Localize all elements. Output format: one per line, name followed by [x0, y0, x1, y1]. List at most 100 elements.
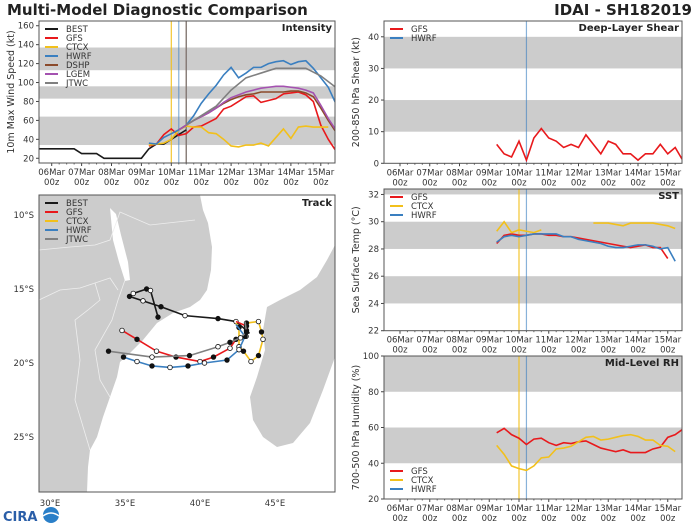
figure-title: Multi-Model Diagnostic Comparison	[7, 1, 308, 19]
track-point-ctcx	[255, 318, 262, 325]
x-tick-label-hour: 00z	[452, 178, 468, 188]
track-point-jtwc	[227, 339, 233, 345]
y-tick-label: 80	[23, 97, 34, 107]
x-tick-label-day: 13Mar	[248, 168, 275, 178]
track-point-hwrf	[120, 354, 127, 360]
legend-label-dshp: DSHP	[66, 61, 89, 71]
y-tick-label: 32	[368, 190, 379, 200]
x-tick-label-hour: 00z	[253, 178, 269, 188]
legend-label-hwrf: HWRF	[66, 226, 92, 236]
track-point-ctcx	[248, 358, 254, 365]
track-line-hwrf	[123, 324, 246, 369]
y-tick-label: 24	[368, 299, 379, 309]
track-map-base	[39, 195, 335, 492]
x-tick-label-hour: 00z	[511, 178, 527, 188]
intensity-band	[384, 189, 682, 195]
y-axis-label: Sea Surface Temp (°C)	[351, 206, 362, 313]
track-point-jtwc	[149, 354, 155, 360]
panel-title: SST	[658, 191, 679, 202]
x-tick-label-day: 10Mar	[506, 336, 533, 346]
y-tick-label: 0	[374, 159, 379, 169]
x-tick-label-day: 08Mar	[446, 504, 473, 514]
madagascar-land	[250, 245, 335, 447]
plot-frame	[383, 20, 683, 164]
africa-land	[39, 195, 212, 492]
x-tick-label-day: 12Mar	[565, 504, 592, 514]
panel-deep-layer-shear: 01020304006Mar00z07Mar00z08Mar00z09Mar00…	[351, 20, 683, 188]
track-point-ctcx	[240, 348, 247, 354]
legend-label-ctcx: CTCX	[411, 476, 434, 486]
series-line-ctcx	[496, 433, 676, 472]
track-point-gfs	[153, 348, 160, 354]
track-point-hwrf	[185, 363, 191, 369]
x-tick-label-day: 07Mar	[68, 168, 95, 178]
x-tick-label-day: 15Mar	[654, 168, 681, 178]
intensity-band	[384, 36, 682, 69]
x-tick-label-day: 08Mar	[446, 168, 473, 178]
x-tick-label-hour: 00z	[223, 178, 239, 188]
track-point-best	[147, 287, 154, 294]
legend-label-gfs: GFS	[411, 25, 428, 35]
track-point-best	[126, 293, 133, 300]
lat-tick-label: 10°S	[14, 211, 34, 221]
track-point-ctcx	[255, 352, 262, 359]
legend-label-hwrf: HWRF	[411, 485, 437, 495]
track-point-hwrf	[134, 358, 140, 365]
x-tick-label-day: 11Mar	[535, 168, 562, 178]
x-tick-label-day: 09Mar	[128, 168, 155, 178]
x-tick-label-day: 07Mar	[416, 336, 443, 346]
track-point-best	[155, 314, 161, 320]
intensity-band	[384, 100, 682, 132]
x-tick-label-day: 14Mar	[625, 504, 652, 514]
y-tick-label: 40	[368, 33, 379, 43]
cira-logo-text: CIRA	[3, 510, 37, 525]
legend-label-jtwc: JTWC	[65, 79, 88, 89]
x-tick-label-day: 12Mar	[565, 168, 592, 178]
x-tick-label-hour: 00z	[74, 178, 90, 188]
x-tick-label-hour: 00z	[601, 346, 617, 356]
x-tick-label-hour: 00z	[630, 346, 646, 356]
track-point-ctcx	[260, 336, 266, 343]
x-tick-label-day: 06Mar	[387, 336, 414, 346]
intensity-band	[384, 276, 682, 304]
intensity-band	[39, 116, 335, 146]
x-tick-label-day: 12Mar	[218, 168, 245, 178]
track-point-hwrf	[201, 360, 208, 366]
panel-mid-level-rh: 2040608010006Mar00z07Mar00z08Mar00z09Mar…	[351, 352, 683, 524]
x-tick-label-hour: 00z	[660, 178, 676, 188]
x-tick-label-hour: 00z	[541, 514, 557, 524]
x-tick-label-day: 14Mar	[625, 168, 652, 178]
track-point-hwrf	[149, 363, 155, 369]
legend-label-best: BEST	[66, 25, 89, 35]
legend-label-ctcx: CTCX	[66, 43, 89, 53]
x-tick-label-hour: 00z	[511, 346, 527, 356]
x-tick-label-day: 15Mar	[307, 168, 334, 178]
panel-title: Track	[302, 198, 332, 209]
x-tick-label-hour: 00z	[392, 178, 408, 188]
x-tick-label-hour: 00z	[601, 514, 617, 524]
y-axis-label: 700-500 hPa Humidity (%)	[351, 365, 362, 490]
panel-title: Intensity	[282, 23, 333, 34]
plot-frame	[38, 20, 336, 164]
lat-tick-label: 20°S	[14, 359, 34, 369]
y-tick-label: 20	[368, 96, 379, 106]
x-tick-label-day: 12Mar	[565, 336, 592, 346]
x-tick-label-day: 15Mar	[654, 336, 681, 346]
x-tick-label-hour: 00z	[422, 178, 438, 188]
legend-label-hwrf: HWRF	[66, 52, 92, 62]
track-point-ctcx	[258, 329, 265, 335]
lat-tick-label: 25°S	[14, 433, 34, 443]
x-tick-label-day: 13Mar	[595, 504, 622, 514]
x-tick-label-day: 09Mar	[476, 336, 503, 346]
y-tick-label: 40	[23, 135, 34, 145]
y-tick-label: 40	[368, 459, 379, 469]
x-tick-label-day: 15Mar	[654, 504, 681, 514]
x-tick-label-day: 14Mar	[625, 336, 652, 346]
legend-label-gfs: GFS	[66, 208, 83, 218]
x-tick-label-hour: 00z	[660, 346, 676, 356]
x-tick-label-hour: 00z	[541, 178, 557, 188]
track-point-hwrf	[224, 357, 230, 363]
track-point-gfs	[210, 354, 217, 360]
x-tick-label-hour: 00z	[630, 178, 646, 188]
